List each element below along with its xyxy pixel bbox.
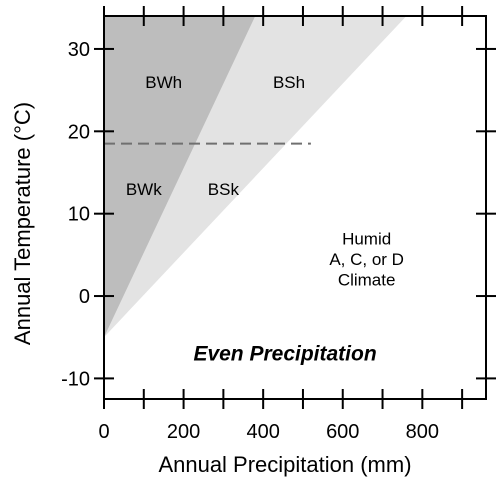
x-tick-label: 0 [98,421,109,443]
region-label: A, C, or D [329,250,404,269]
x-axis-label: Annual Precipitation (mm) [158,452,411,477]
y-axis-label: Annual Temperature (°C) [10,102,35,345]
y-tick-label: 10 [68,204,90,226]
y-tick-label: 20 [68,121,90,143]
desert-region [104,16,256,399]
region-label: BSk [208,180,240,199]
chart-subtitle: Even Precipitation [193,342,376,365]
region-label: Humid [342,229,391,248]
region-label: BWh [145,73,182,92]
y-tick-label: 30 [68,39,90,61]
x-tick-label: 400 [246,421,279,443]
x-tick-label: 200 [167,421,200,443]
region-label: BSh [273,73,305,92]
y-tick-label: -10 [61,368,90,390]
x-tick-label: 800 [406,421,439,443]
region-label: Climate [338,271,396,290]
x-tick-label: 600 [326,421,359,443]
region-label: BWk [126,180,162,199]
plot-frame [103,15,487,400]
y-tick-label: 0 [79,286,90,308]
climate-regions [104,16,407,399]
